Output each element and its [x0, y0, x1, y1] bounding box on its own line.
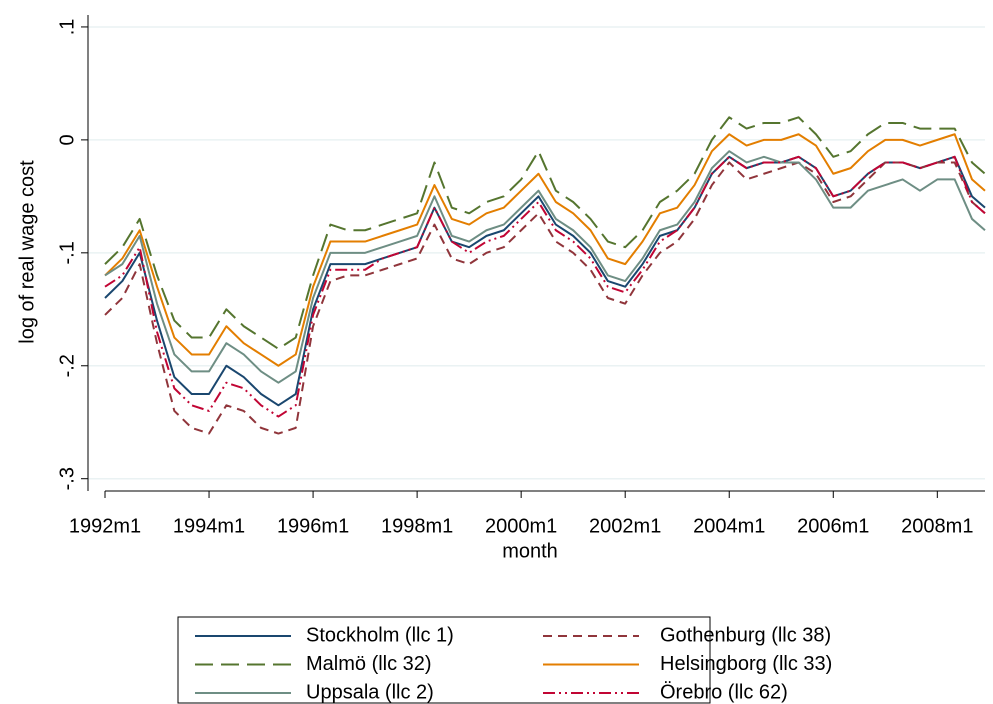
legend-label: Stockholm (llc 1): [306, 624, 454, 646]
series-line: [104, 116, 986, 350]
y-tick-label: -.1: [56, 241, 78, 264]
series-line: [104, 150, 986, 384]
x-axis-title: month: [502, 540, 558, 562]
x-tick-label: 1998m1: [381, 515, 453, 537]
legend-label: Helsingborg (llc 33): [660, 653, 832, 675]
x-tick-label: 2006m1: [797, 515, 869, 537]
y-tick-label: .1: [56, 19, 78, 36]
y-tick-label: -.3: [56, 467, 78, 490]
series-line: [104, 133, 986, 367]
legend-label: Örebro (llc 62): [660, 681, 788, 703]
series-line: [104, 161, 986, 435]
x-tick-label: 2004m1: [693, 515, 765, 537]
legend-label: Malmö (llc 32): [306, 653, 432, 675]
series-line: [104, 155, 986, 418]
legend-label: Uppsala (llc 2): [306, 681, 434, 703]
legend-label: Gothenburg (llc 38): [660, 624, 831, 646]
x-tick-label: 2000m1: [485, 515, 557, 537]
x-tick-label: 2008m1: [901, 515, 973, 537]
x-tick-label: 1994m1: [173, 515, 245, 537]
y-axis-title: log of real wage cost: [16, 160, 38, 344]
x-tick-label: 2002m1: [589, 515, 661, 537]
y-tick-label: 0: [56, 134, 78, 145]
x-tick-label: 1992m1: [69, 515, 141, 537]
x-tick-label: 1996m1: [277, 515, 349, 537]
legend-box: [177, 616, 711, 704]
y-tick-label: -.2: [56, 354, 78, 377]
